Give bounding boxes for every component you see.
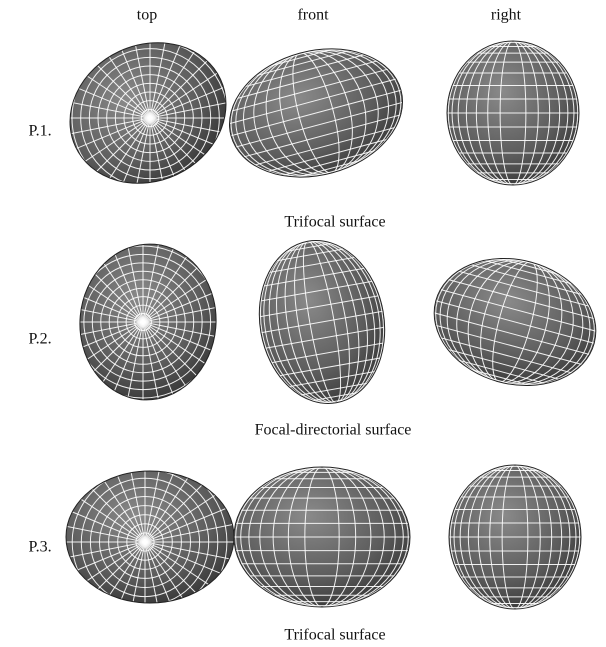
column-header: front [297,7,329,24]
surface-render [42,221,245,424]
column-header: right [491,7,522,24]
renders [36,14,606,647]
surface-render [247,230,398,413]
row-label: P.2. [28,331,51,348]
surface-render [234,467,410,607]
surface-render [36,433,254,647]
grid [234,467,410,607]
caption: Trifocal surface [284,627,385,644]
surface [420,241,606,403]
row-label: P.1. [28,123,51,140]
row-label: P.3. [28,539,51,556]
column-header: top [137,7,157,24]
caption: Focal-directorial surface [255,422,412,439]
surface-render [46,14,254,222]
surface-render [420,241,606,403]
surface-render [449,465,581,609]
caption: Trifocal surface [284,214,385,231]
surface-render [447,41,579,185]
surface-render [215,30,417,195]
figure: top front right P.1. P.2. P.3. Trifocal … [0,0,606,647]
